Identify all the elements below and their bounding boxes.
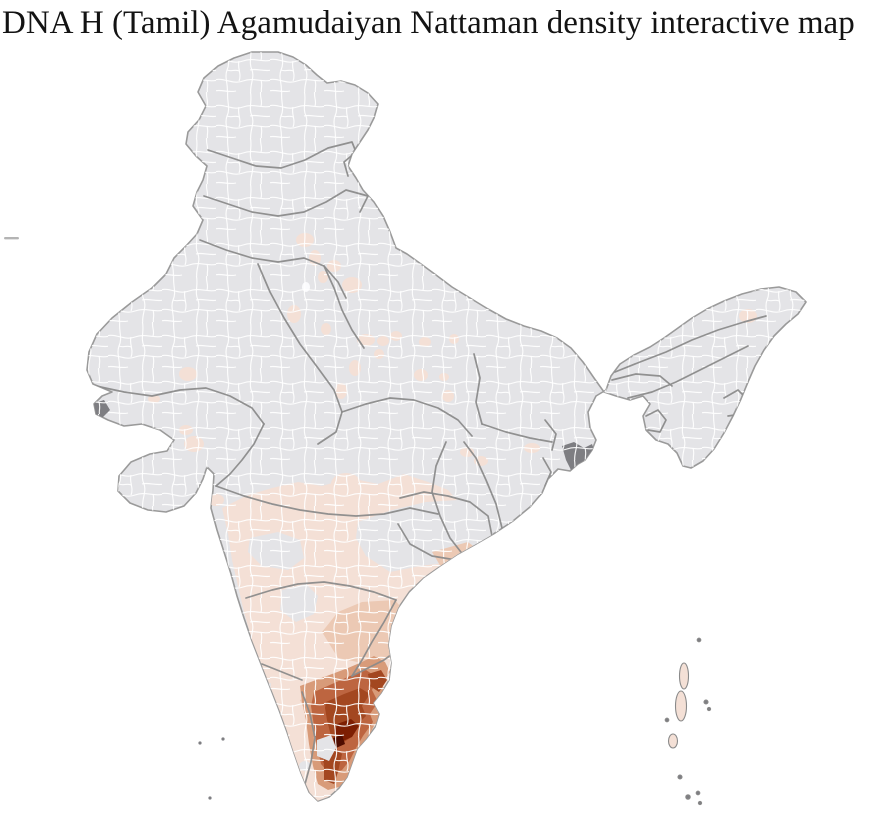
lakshadweep-islands[interactable] bbox=[198, 737, 225, 800]
andaman-nicobar-islands[interactable] bbox=[664, 637, 712, 806]
page-title: DNA H (Tamil) Agamudaiyan Nattaman densi… bbox=[2, 5, 855, 41]
map-artifact-dash bbox=[4, 237, 19, 240]
district-mesh-overlay bbox=[87, 52, 806, 801]
region-kerala-gray[interactable] bbox=[257, 683, 271, 711]
